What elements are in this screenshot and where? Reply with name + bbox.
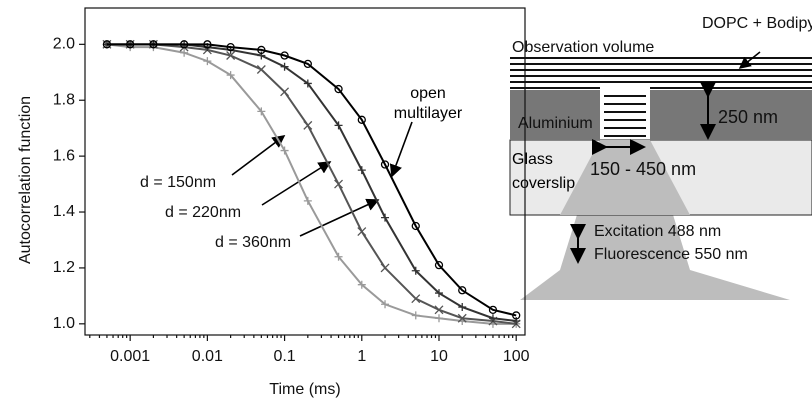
arrow [389,121,413,178]
glass-label: Glass coverslip [512,151,576,192]
x-tick-label: 10 [430,348,448,365]
data-point [334,84,343,94]
data-point [203,40,212,49]
data-point [434,305,444,315]
data-point [280,51,289,60]
data-point [303,196,312,205]
series-label: d = 220nm [165,204,241,221]
data-point [334,121,343,130]
data-point [458,286,467,295]
light-cone [520,140,790,300]
data-point [226,71,235,80]
data-point [357,166,366,175]
data-point [357,115,366,124]
thickness-label: 250 nm [718,107,778,127]
data-point [180,48,189,57]
aperture-label: 150 - 450 nm [590,159,696,179]
aluminium-right [650,90,812,140]
series-label: d = 150nm [140,174,216,191]
data-point [434,260,444,270]
y-tick-label: 1.6 [53,147,75,164]
x-tick-label: 1 [357,348,366,365]
data-point [488,314,497,323]
data-point [126,40,135,49]
data-point [280,62,289,71]
data-point [434,314,443,323]
cone-top [560,140,690,215]
series [102,40,521,320]
series-label: open multilayer [393,85,463,122]
data-point [334,179,344,189]
multilayer-pointer [738,51,761,69]
diagram: DOPC + Bodipy-PC multilayer Observation … [509,15,812,300]
x-tick-label: 0.001 [110,348,150,365]
plot-frame [84,7,526,336]
x-tick-label: 0.01 [192,348,223,365]
data-point [381,213,390,222]
y-tick-label: 1.4 [53,203,75,220]
data-point [411,221,420,231]
data-point [381,300,390,309]
excitation-label: Excitation 488 nm [594,223,721,240]
series-label: d = 360nm [215,234,291,251]
y-tick-label: 1.0 [53,315,75,332]
data-point [380,160,390,169]
arrow [231,135,286,176]
observation-label: Observation volume [512,39,654,56]
data-point [411,294,421,304]
x-tick-label: 100 [503,348,530,365]
x-axis-title: Time (ms) [269,381,340,398]
metal-label: Aluminium [518,115,593,132]
multilayer-label: DOPC + Bodipy-PC multilayer [702,15,812,32]
data-point [411,311,420,320]
data-point [457,313,467,323]
data-point [334,252,343,261]
y-tick-label: 1.8 [53,91,75,108]
data-point [226,51,236,60]
data-point [280,146,289,155]
data-point [257,107,266,116]
data-point [380,263,390,273]
data-point [303,59,312,69]
data-point [411,266,420,275]
data-point [434,289,443,298]
annotation-arrows [231,121,413,237]
data-point [303,79,312,88]
data-point [179,40,189,49]
data-point [303,120,313,130]
series-label-box: open multilayer [393,85,463,122]
data-point [357,280,366,289]
data-point [203,57,212,66]
data-point [458,303,467,312]
arrow [299,198,380,237]
y-axis-title: Autocorrelation function [17,96,34,264]
data-point [280,87,290,97]
y-tick-label: 2.0 [53,36,75,53]
data-point [488,305,498,314]
x-tick-label: 0.1 [273,348,295,365]
data-point [226,42,235,52]
data-point [512,311,521,320]
data-point [257,45,266,55]
data-point [102,40,112,49]
arrow [261,161,332,206]
data-point [256,65,266,74]
fluorescence-label: Fluorescence 550 nm [594,246,748,263]
y-tick-label: 1.2 [53,259,75,276]
series-line [106,43,517,317]
data-point [357,227,367,237]
data-point [149,40,158,49]
glass-box: Glass coverslip [512,151,576,192]
